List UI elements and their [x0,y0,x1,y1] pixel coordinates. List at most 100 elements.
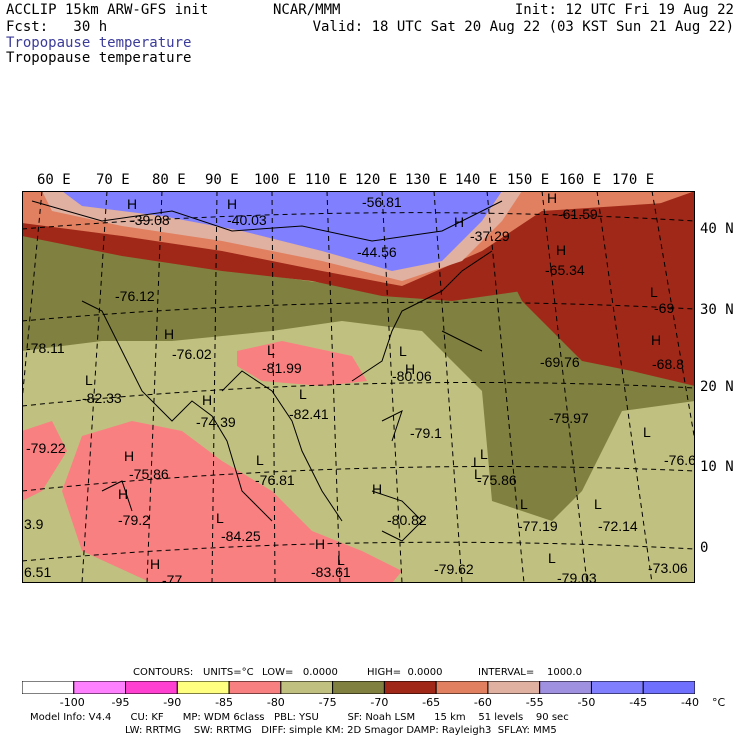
contours-label: CONTOURS: [133,667,194,678]
temperature-value-label: -76.02 [172,346,212,362]
low-marker: L [216,510,224,526]
temperature-value-label: -76.12 [115,288,155,304]
temperature-value-label: -56.81 [362,194,402,210]
temperature-value-label: -40.03 [227,212,267,228]
temperature-value-label: -68.8 [652,356,684,372]
legend-swatch [642,681,695,694]
temperature-value-label: -75.86 [129,466,169,482]
legend-value-label: -95 [111,696,130,709]
legend-swatch [383,681,437,694]
latitude-label: 10 N [700,459,734,475]
temperature-value-label: -73.06 [648,560,688,576]
legend-swatch [590,681,644,694]
temperature-value-label: -76.62 [664,452,695,468]
longitude-label: 170 E [612,172,655,188]
patch-pink-1 [237,341,367,386]
legend-swatch [280,681,334,694]
temperature-value-label: -79.2 [118,512,150,528]
low-marker: L [643,424,651,440]
forecast-hour: Fcst: 30 h [6,19,108,35]
temperature-value-label: -80.06 [392,368,432,384]
temperature-value-label: -78.11 [26,340,65,356]
low-label: LOW= 0.0000 [262,667,338,678]
low-marker: L [480,446,488,462]
longitude-label: 120 E [355,172,398,188]
legend-value-label: -40 [681,696,699,709]
tropopause-temperature-map: H-39.08H-40.03-56.81H-37.29-44.56H-61.59… [22,191,695,583]
high-marker: H [372,481,382,497]
low-marker: L [650,284,658,300]
low-marker: L [267,342,275,358]
longitude-label: 60 E [37,172,71,188]
temperature-value-label: -79.62 [434,561,474,577]
low-marker: L [548,550,556,566]
low-marker: L [520,496,528,512]
legend-swatch [539,681,592,694]
patch-olive [492,401,562,441]
temperature-value-label: -79.03 [557,570,597,583]
temperature-value-label: -44.56 [357,244,397,260]
longitude-label: 90 E [205,172,239,188]
high-marker: H [405,361,415,377]
low-marker: L [256,452,264,468]
legend-swatch [22,681,75,694]
temperature-value-label: -61.59 [558,206,598,222]
legend-swatch [176,681,230,694]
high-marker: H [164,326,174,342]
legend-swatch [487,681,541,694]
valid-time: Valid: 18 UTC Sat 20 Aug 22 (03 KST Sun … [312,19,734,35]
model-title: ACCLIP 15km ARW-GFS init [6,2,209,18]
legend-value-label: -55 [525,696,544,709]
patch-pink-2 [62,421,402,583]
legend-value-label: -85 [215,696,234,709]
temperature-value-label: -80.82 [387,512,427,528]
temperature-value-label: -77 [162,572,182,583]
legend-swatch [332,681,385,694]
temperature-value-label: -81.99 [262,360,302,376]
low-marker: L [85,372,93,388]
legend-value-label: -65 [422,696,441,709]
legend-value-label: -60 [473,696,492,709]
units-label: UNITS=°C [203,667,254,678]
temperature-value-label: -74.39 [196,414,236,430]
legend-value-label: -90 [163,696,182,709]
high-marker: H [315,536,325,552]
high-marker: H [127,196,137,212]
longitude-label: 150 E [507,172,550,188]
temperature-value-label: -37.29 [470,228,510,244]
temperature-value-label: -69.76 [540,354,580,370]
temperature-value-label: 3.9 [24,516,44,532]
high-marker: H [150,556,160,572]
low-marker: L [474,466,482,482]
legend-swatch [228,681,282,694]
interval-label: INTERVAL= 1000.0 [478,667,582,678]
longitude-label: 80 E [152,172,186,188]
low-marker: L [473,454,481,470]
high-marker: H [202,392,212,408]
longitude-label: 70 E [96,172,130,188]
temperature-value-label: -82.33 [82,390,122,406]
init-time: Init: 12 UTC Fri 19 Aug 22 [514,2,734,18]
temperature-value-label: 6.51 [24,564,51,580]
temperature-value-label: -77.19 [518,518,558,534]
latitude-label: 30 N [700,302,734,318]
field-title-shaded: Tropopause temperature [6,35,192,51]
latitude-label: 20 N [700,379,734,395]
temperature-value-label: -82.41 [289,406,329,422]
legend-swatch [435,681,489,694]
temperature-value-label: -76.81 [255,472,295,488]
latitude-label: 40 N [700,221,734,237]
longitude-label: 130 E [405,172,448,188]
organization: NCAR/MMM [273,2,341,18]
high-marker: H [547,191,557,206]
legend-value-label: °C [712,696,726,709]
longitude-label: 160 E [559,172,602,188]
color-legend-bar [22,681,695,694]
high-marker: H [124,448,134,464]
temperature-value-label: -65.34 [545,262,585,278]
low-marker: L [594,496,602,512]
latitude-label: 0 [700,540,709,556]
field-title-contour: Tropopause temperature [6,50,192,66]
high-label: HIGH= 0.0000 [367,667,443,678]
legend-value-label: -80 [266,696,285,709]
